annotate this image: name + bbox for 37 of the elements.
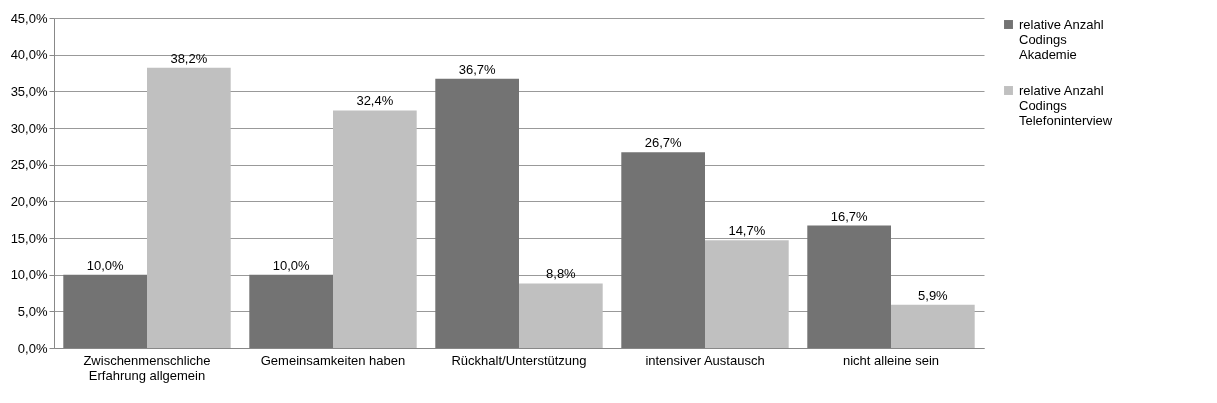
x-tick-label: Zwischenmenschliche Erfahrung allgemein [83, 352, 211, 383]
bar [807, 225, 891, 348]
y-tick-label: 45,0% [10, 10, 48, 26]
data-label: 36,7% [458, 61, 497, 77]
data-label: 8,8% [546, 266, 577, 282]
y-tick-label: 25,0% [10, 157, 48, 173]
data-label: 5,9% [918, 287, 949, 303]
bar [705, 240, 789, 348]
bar [333, 110, 417, 348]
data-label: 10,0% [272, 257, 311, 273]
data-label: 16,7% [830, 208, 869, 224]
y-tick-label: 5,0% [17, 303, 48, 319]
data-label: 14,7% [728, 223, 766, 239]
bar [891, 304, 975, 348]
x-tick-label: intensiver Austausch [645, 352, 765, 368]
data-label: 10,0% [86, 257, 125, 273]
bar [519, 283, 603, 348]
bar [435, 78, 519, 348]
legend-label: relative Anzahl Codings Akademie [1019, 16, 1104, 62]
x-tick-label: Gemeinsamkeiten haben [260, 352, 406, 368]
data-label: 38,2% [170, 50, 208, 66]
y-tick-label: 10,0% [10, 267, 48, 283]
legend-label: relative Anzahl Codings Telefoninterview [1019, 82, 1113, 128]
bar [249, 274, 333, 348]
y-tick-label: 40,0% [10, 47, 48, 63]
bar [621, 152, 705, 348]
y-tick-label: 0,0% [17, 340, 48, 356]
data-label: 32,4% [356, 93, 394, 109]
x-tick-label: Rückhalt/Unterstützung [451, 352, 587, 368]
bar [63, 274, 147, 348]
y-tick-label: 15,0% [10, 230, 48, 246]
data-label: 26,7% [644, 135, 683, 151]
y-tick-label: 35,0% [10, 83, 48, 99]
y-tick-label: 20,0% [10, 193, 48, 209]
x-tick-label: nicht alleine sein [842, 352, 940, 368]
bar [147, 67, 231, 348]
y-tick-label: 30,0% [10, 120, 48, 136]
